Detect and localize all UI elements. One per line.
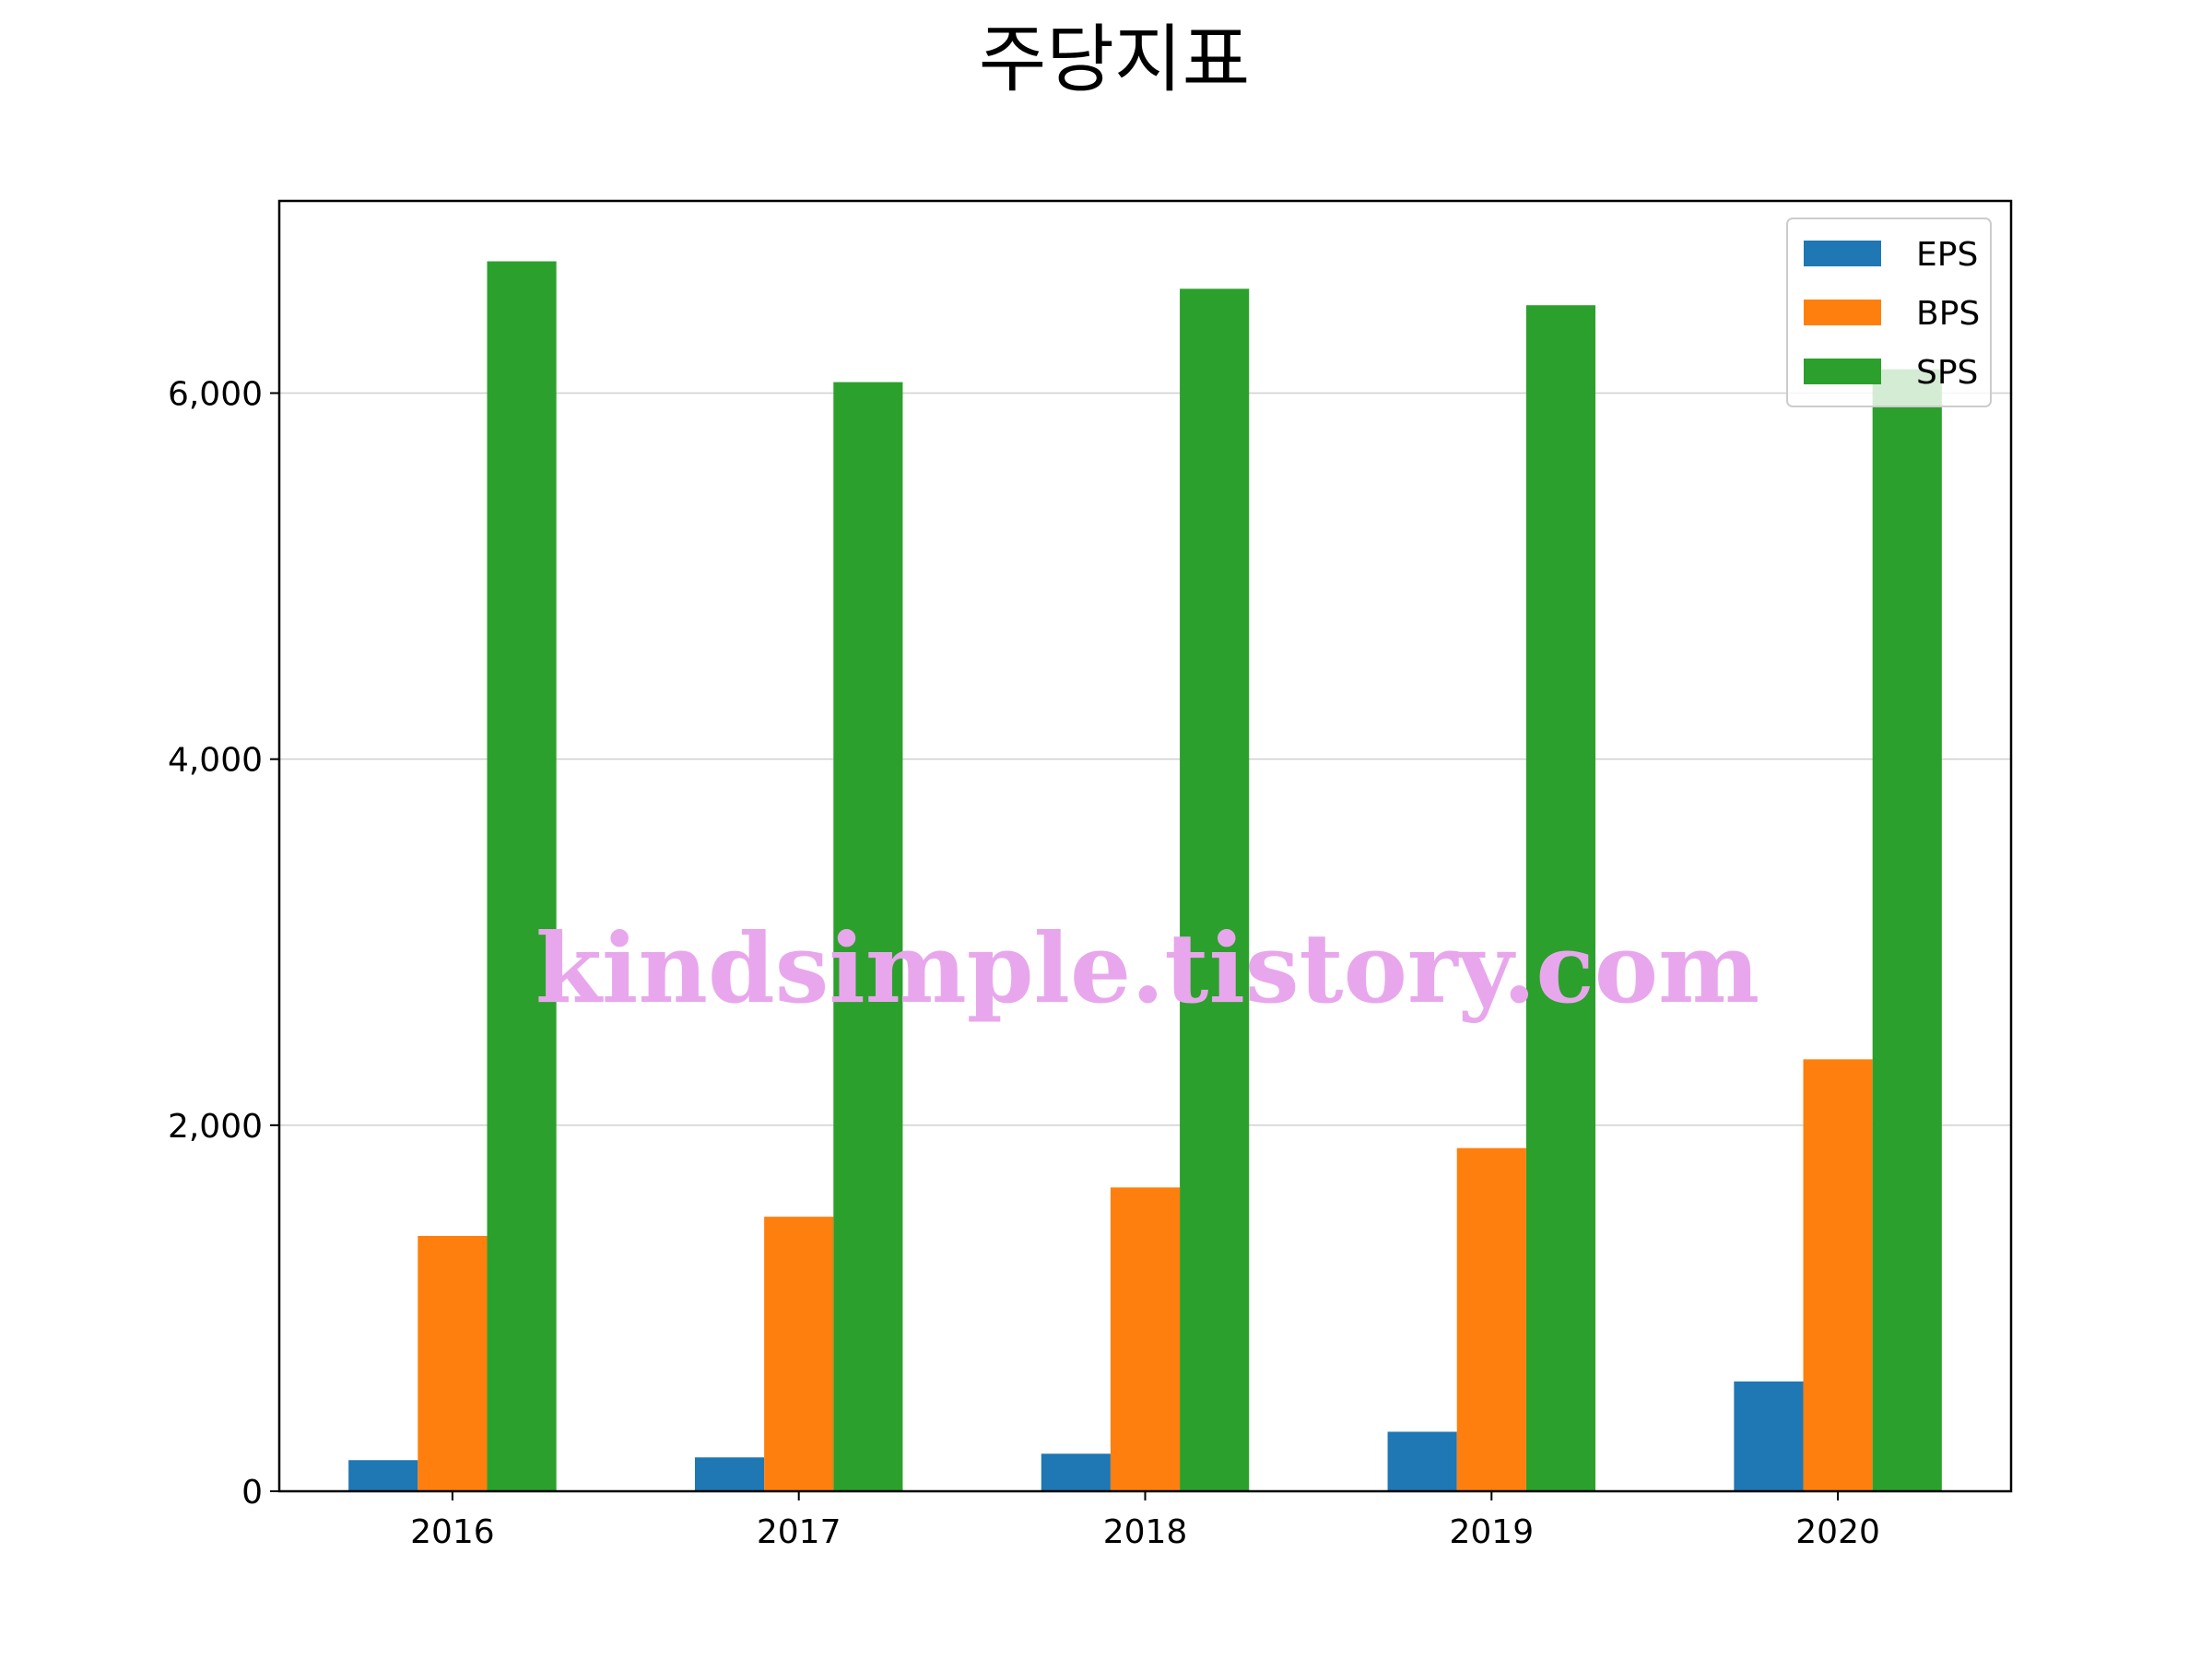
- bar-sps-2020: [1872, 369, 1942, 1491]
- bar-bps-2016: [418, 1235, 488, 1491]
- bar-bps-2017: [764, 1217, 834, 1491]
- bar-sps-2019: [1525, 305, 1596, 1491]
- x-tick-label: 2017: [757, 1513, 841, 1551]
- x-tick-label: 2020: [1795, 1513, 1880, 1551]
- bar-bps-2019: [1456, 1147, 1526, 1491]
- legend-swatch-eps: [1804, 241, 1881, 266]
- bar-eps-2017: [694, 1457, 765, 1491]
- y-tick-label: 6,000: [168, 376, 263, 414]
- bar-eps-2016: [348, 1460, 418, 1491]
- bar-sps-2017: [833, 382, 903, 1492]
- bar-eps-2020: [1734, 1381, 1804, 1491]
- bar-bps-2018: [1110, 1187, 1181, 1491]
- x-tick-label: 2016: [410, 1513, 495, 1551]
- legend-swatch-sps: [1804, 359, 1881, 384]
- y-tick-label: 0: [241, 1474, 263, 1512]
- legend: EPS BPS SPS: [1786, 218, 1992, 407]
- bar-sps-2016: [487, 261, 557, 1491]
- watermark: kindsimple.tistory.com: [535, 912, 1759, 1025]
- bars: [348, 261, 1942, 1492]
- bar-eps-2019: [1387, 1431, 1457, 1491]
- legend-label-bps: BPS: [1916, 295, 1980, 333]
- bar-sps-2018: [1180, 288, 1250, 1492]
- legend-swatch-bps: [1804, 300, 1881, 325]
- chart-title: 주당지표: [979, 17, 1250, 102]
- y-tick-label: 2,000: [168, 1108, 263, 1146]
- bar-eps-2018: [1041, 1453, 1111, 1491]
- legend-label-sps: SPS: [1916, 354, 1978, 392]
- legend-label-eps: EPS: [1916, 236, 1978, 274]
- gridlines: [279, 392, 2011, 1126]
- axes: 0 2,000 4,000 6,000 2016 2017 2018 2019 2020: [168, 376, 1880, 1551]
- bar-bps-2020: [1803, 1059, 1873, 1491]
- x-tick-label: 2018: [1103, 1513, 1188, 1551]
- x-tick-label: 2019: [1449, 1513, 1534, 1551]
- y-tick-label: 4,000: [168, 742, 263, 780]
